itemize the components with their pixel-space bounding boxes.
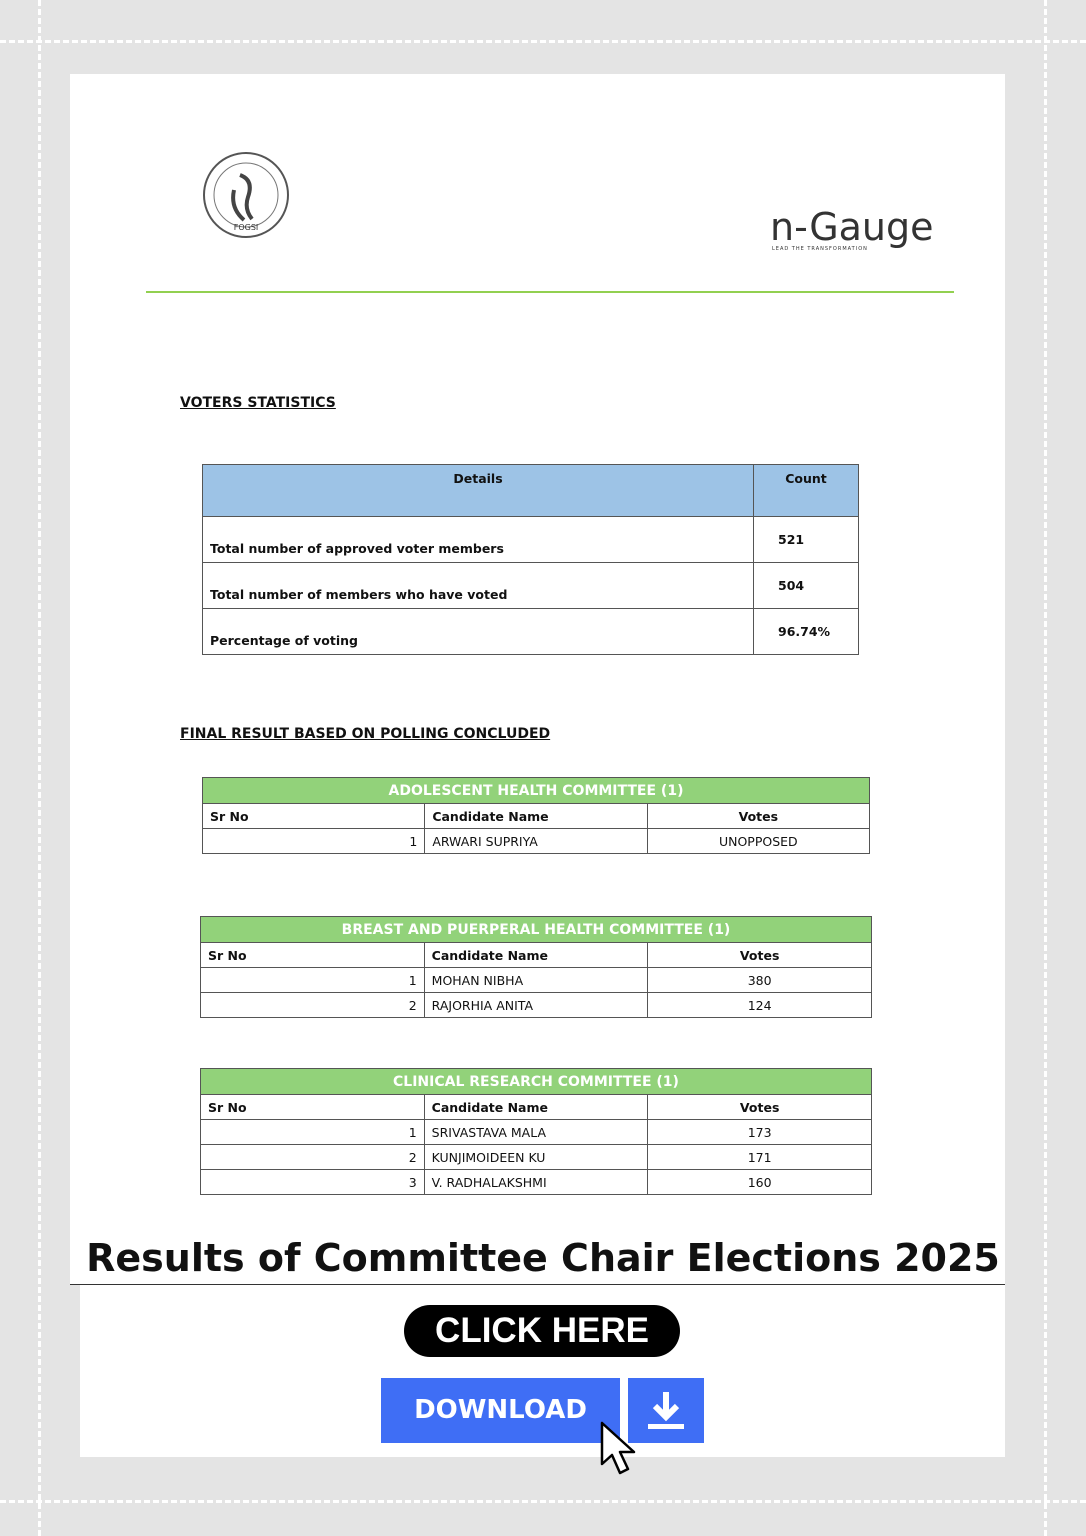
column-header: Candidate Name [424, 803, 648, 829]
data-row: 1 SRIVASTAVA MALA 173 [200, 1119, 872, 1145]
column-header: Details [202, 464, 754, 517]
banner-title: Results of Committee Chair Elections 202… [86, 1236, 1000, 1280]
detail-cell: Total number of approved voter members [202, 516, 754, 563]
column-header: Sr No [200, 942, 425, 968]
header-rule [146, 291, 954, 293]
committee-table: CLINICAL RESEARCH COMMITTEE (1) Sr No Cand… [200, 1068, 872, 1195]
detail-cell: Percentage of voting [202, 608, 754, 655]
data-row: 2 RAJORHIA ANITA 124 [200, 992, 872, 1018]
sr-no-cell: 2 [200, 992, 425, 1018]
votes-cell: UNOPPOSED [646, 828, 871, 854]
candidate-cell: SRIVASTAVA MALA [423, 1119, 649, 1145]
committee-title: ADOLESCENT HEALTH COMMITTEE (1) [202, 777, 870, 804]
dashed-border [0, 40, 1086, 43]
cursor-icon [600, 1421, 636, 1475]
column-header: Votes [647, 942, 872, 968]
votes-cell: 160 [647, 1169, 872, 1195]
header-row: Sr No Candidate Name Votes [201, 803, 871, 829]
sr-no-cell: 3 [200, 1169, 425, 1195]
column-header: Votes [647, 1094, 872, 1120]
data-row: 1 ARWARI SUPRIYA UNOPPOSED [201, 828, 871, 854]
data-row: Total number of approved voter members 52… [202, 516, 859, 563]
votes-cell: 380 [647, 967, 872, 993]
dashed-border [1044, 0, 1047, 1536]
column-header: Votes [646, 803, 871, 829]
download-button[interactable]: DOWNLOAD [381, 1378, 620, 1443]
seal-logo: FOGSI [203, 152, 289, 238]
seal-text: FOGSI [234, 223, 259, 232]
votes-cell: 124 [647, 992, 872, 1018]
data-row: Percentage of voting 96.74% [202, 608, 859, 655]
column-header: Candidate Name [423, 942, 649, 968]
download-icon[interactable] [628, 1378, 704, 1443]
votes-cell: 171 [647, 1144, 872, 1170]
detail-cell: Total number of members who have voted [202, 562, 754, 609]
title-row: BREAST AND PUERPERAL HEALTH COMMITTEE (1… [200, 916, 872, 943]
candidate-cell: MOHAN NIBHA [423, 967, 649, 993]
sr-no-cell: 1 [201, 828, 426, 854]
divider [70, 1284, 1005, 1285]
title-row: CLINICAL RESEARCH COMMITTEE (1) [200, 1068, 872, 1095]
candidate-cell: V. RADHALAKSHMI [423, 1169, 649, 1195]
candidate-cell: KUNJIMOIDEEN KU [423, 1144, 649, 1170]
click-here-button[interactable]: CLICK HERE [404, 1305, 680, 1357]
column-header: Sr No [200, 1094, 425, 1120]
candidate-cell: ARWARI SUPRIYA [424, 828, 648, 854]
brand-logo: n-Gauge [770, 205, 934, 249]
count-cell: 504 [753, 562, 859, 609]
header-row: Sr No Candidate Name Votes [200, 942, 872, 968]
committee-title: CLINICAL RESEARCH COMMITTEE (1) [200, 1068, 872, 1095]
candidate-cell: RAJORHIA ANITA [423, 992, 649, 1018]
section-heading: VOTERS STATISTICS [180, 395, 336, 411]
sr-no-cell: 1 [200, 967, 425, 993]
data-row: 3 V. RADHALAKSHMI 160 [200, 1169, 872, 1195]
voters-table: Details Count Total number of approved vot… [202, 464, 859, 655]
committee-title: BREAST AND PUERPERAL HEALTH COMMITTEE (1… [200, 916, 872, 943]
count-cell: 96.74% [753, 608, 859, 655]
section-heading: FINAL RESULT BASED ON POLLING CONCLUDED [180, 726, 551, 742]
header-row: Details Count [202, 464, 859, 517]
dashed-border [0, 1500, 1086, 1503]
column-header: Sr No [201, 803, 426, 829]
data-row: 1 MOHAN NIBHA 380 [200, 967, 872, 993]
title-row: ADOLESCENT HEALTH COMMITTEE (1) [202, 777, 870, 804]
sr-no-cell: 1 [200, 1119, 425, 1145]
column-header: Candidate Name [423, 1094, 649, 1120]
brand-tagline: LEAD THE TRANSFORMATION [772, 246, 868, 252]
dashed-border [38, 0, 41, 1536]
votes-cell: 173 [647, 1119, 872, 1145]
count-cell: 521 [753, 516, 859, 563]
header-row: Sr No Candidate Name Votes [200, 1094, 872, 1120]
column-header: Count [753, 464, 859, 517]
sr-no-cell: 2 [200, 1144, 425, 1170]
committee-table: ADOLESCENT HEALTH COMMITTEE (1) Sr No Cand… [201, 777, 871, 854]
data-row: 2 KUNJIMOIDEEN KU 171 [200, 1144, 872, 1170]
data-row: Total number of members who have voted 50… [202, 562, 859, 609]
committee-table: BREAST AND PUERPERAL HEALTH COMMITTEE (1… [200, 916, 872, 1018]
